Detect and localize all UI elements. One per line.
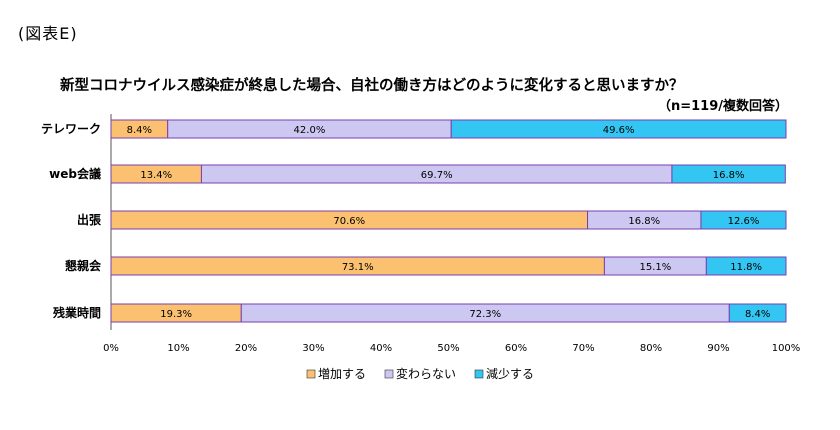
data-label: 16.8%: [628, 216, 660, 227]
x-tick-label: 80%: [640, 343, 662, 354]
x-tick-label: 70%: [572, 343, 594, 354]
legend-label: 増加する: [318, 367, 366, 381]
x-tick-label: 60%: [505, 343, 527, 354]
x-tick-label: 40%: [370, 343, 392, 354]
data-label: 16.8%: [713, 170, 745, 181]
chart-subtitle: （n=119/複数回答）: [657, 99, 788, 114]
chart-title: 新型コロナウイルス感染症が終息した場合、自社の働き方はどのように変化すると思いま…: [60, 78, 684, 94]
bar-segment: [728, 303, 787, 323]
legend-swatch: [474, 369, 484, 379]
bar-segment: [705, 256, 787, 276]
data-label: 12.6%: [728, 216, 760, 227]
legend-swatch: [384, 369, 394, 379]
category-label: テレワーク: [41, 122, 101, 136]
data-label: 49.6%: [603, 125, 635, 136]
legend-swatch: [306, 369, 316, 379]
x-tick-label: 90%: [707, 343, 729, 354]
data-label: 73.1%: [342, 262, 374, 273]
data-label: 13.4%: [140, 170, 172, 181]
data-label: 15.1%: [639, 262, 671, 273]
bar-segment: [671, 164, 786, 184]
figure-label: (図表E): [18, 24, 78, 43]
x-tick-label: 30%: [302, 343, 324, 354]
category-label: web会議: [49, 166, 101, 181]
data-label: 8.4%: [127, 125, 152, 136]
data-label: 42.0%: [294, 125, 326, 136]
category-label: 懇親会: [65, 258, 102, 273]
x-tick-label: 20%: [235, 343, 257, 354]
legend-label: 減少する: [486, 366, 534, 381]
data-label: 69.7%: [421, 170, 453, 181]
data-label: 11.8%: [730, 262, 762, 273]
category-label: 出張: [77, 212, 102, 227]
data-label: 8.4%: [745, 309, 770, 320]
x-tick-label: 0%: [103, 343, 119, 354]
data-label: 72.3%: [469, 309, 501, 320]
x-tick-label: 100%: [772, 343, 801, 354]
bar-segment: [450, 119, 787, 139]
bar-segment: [700, 210, 787, 230]
x-tick-label: 10%: [167, 343, 189, 354]
category-label: 残業時間: [53, 305, 101, 320]
data-label: 70.6%: [333, 216, 365, 227]
legend-label: 変わらない: [396, 366, 456, 381]
data-label: 19.3%: [160, 309, 192, 320]
x-tick-label: 50%: [437, 343, 459, 354]
